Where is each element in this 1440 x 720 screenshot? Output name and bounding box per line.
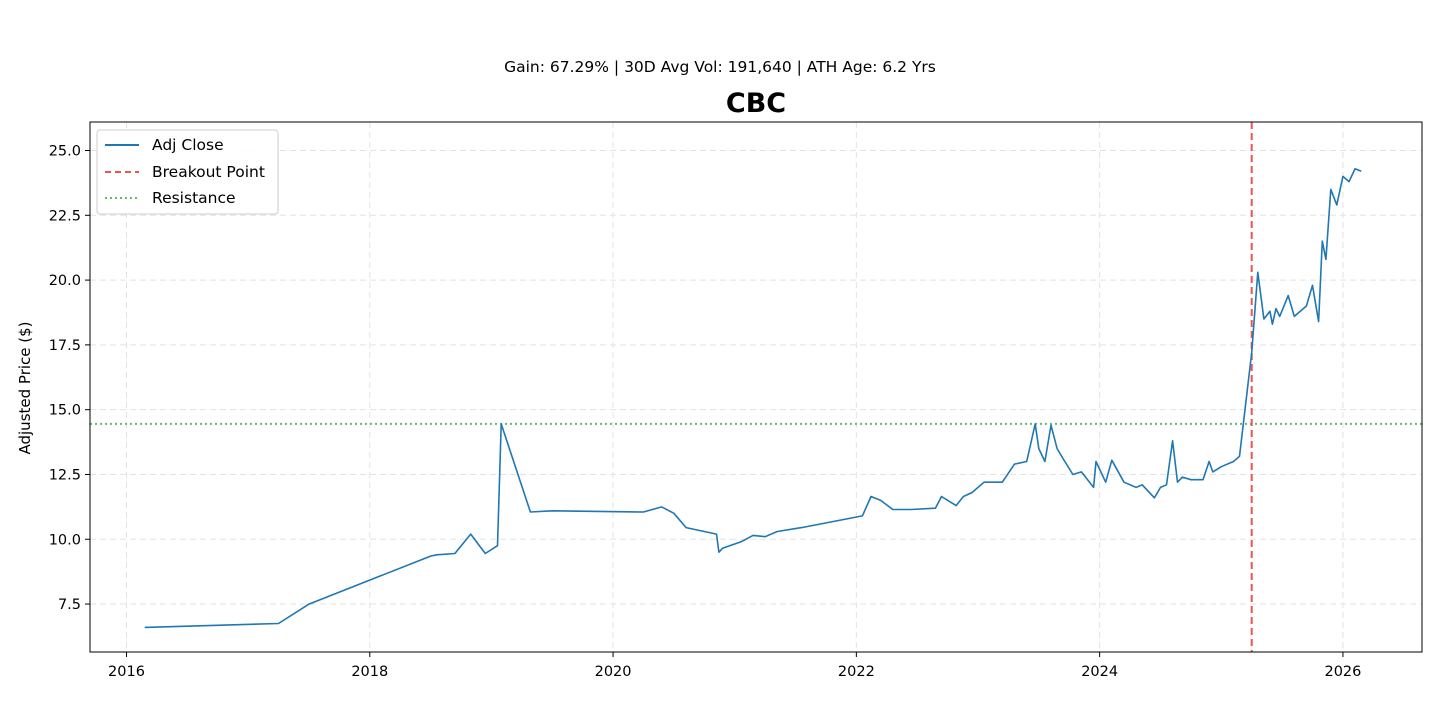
plot-area-frame [89,121,1423,653]
y-tick-label: 7.5 [58,597,81,613]
y-tick-label: 25.0 [49,144,81,160]
y-tick-label: 17.5 [49,338,81,354]
grid [90,122,1422,652]
y-tick-label: 15.0 [49,403,81,419]
x-tick-label: 2020 [595,664,632,680]
y-tick-label: 10.0 [49,532,81,548]
legend-frame [96,129,279,215]
chart-subtitle: Gain: 67.29% | 30D Avg Vol: 191,640 | AT… [504,58,936,76]
x-tick-label: 2016 [108,664,145,680]
y-tick-label: 12.5 [49,467,81,483]
axis-ticks: 2016 2018 2020 2022 2024 2026 7.5 10.0 12.5 15.0 1… [49,144,1362,680]
y-tick-label: 22.5 [49,208,81,224]
chart-title: CBC [726,88,786,119]
legend-label-adj-close: Adj Close [152,136,224,154]
y-axis-label: Adjusted Price ($) [16,321,34,454]
x-tick-label: 2026 [1324,664,1361,680]
reference-lines [90,122,1422,652]
x-tick-label: 2022 [838,664,875,680]
x-tick-label: 2018 [351,664,388,680]
y-tick-label: 20.0 [49,273,81,289]
legend-label-resistance: Resistance [152,189,236,207]
x-tick-label: 2024 [1081,664,1118,680]
series-layer [144,167,1362,629]
series-line-adj-close [144,167,1362,629]
legend-label-breakout: Breakout Point [152,163,265,181]
legend: Adj Close Breakout Point Resistance [96,129,279,215]
